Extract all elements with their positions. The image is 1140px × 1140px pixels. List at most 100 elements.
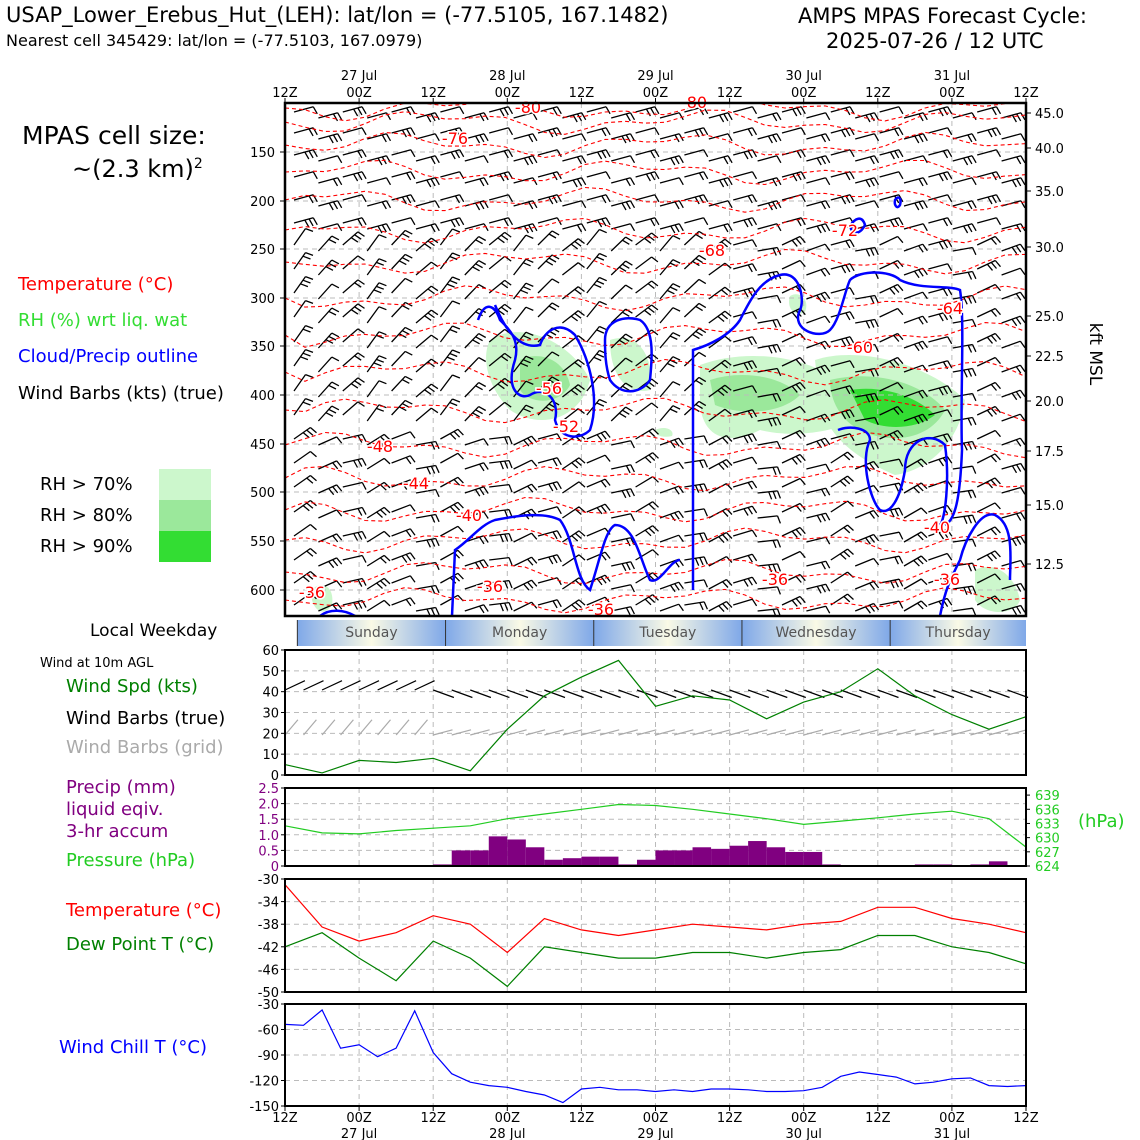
cloud-outline (319, 609, 356, 616)
wind-barb (903, 133, 928, 144)
wind-barb (537, 530, 562, 540)
wind-barb (464, 333, 487, 349)
panel-tick-label: -150 (249, 1100, 279, 1115)
wind-barb (415, 309, 439, 324)
wind-barb (415, 488, 440, 498)
wind-barb (611, 464, 635, 474)
wind-barb (903, 413, 928, 425)
wind-barb (513, 200, 538, 210)
wind-barb (928, 311, 953, 322)
wind-barb (391, 528, 416, 538)
rh-legend-80-label: RH > 80% (40, 505, 133, 526)
precip-bar (525, 847, 545, 866)
wind-barb (440, 171, 465, 180)
wind-barb (489, 194, 514, 203)
wind-barb (1025, 582, 1026, 583)
pressure-tick-label: 639 (1035, 789, 1060, 804)
wind-barb (537, 554, 562, 565)
pressure-tick-label: 450 (250, 438, 275, 453)
wind-barb (318, 200, 343, 211)
wind-barb (415, 223, 440, 233)
grid-wind-barb (618, 729, 638, 736)
wind-speed-panel: 0 10 20 30 40 50 60 (262, 644, 1029, 784)
wind-barb (708, 459, 733, 471)
wind-barb (1025, 292, 1026, 293)
forecast-title: AMPS MPAS Forecast Cycle: (798, 4, 1087, 28)
top-axis-tick-label: 12Z (420, 86, 446, 101)
cloud-outline (476, 304, 596, 438)
grid-wind-barb (914, 729, 935, 736)
wind-barb (1001, 582, 1026, 592)
wind-barb (683, 254, 707, 270)
wind-barb (489, 217, 514, 227)
wind-barb (733, 106, 758, 115)
grid-wind-barb (1007, 729, 1027, 736)
weekday-segment (890, 620, 1026, 646)
wind-barb (537, 217, 562, 226)
legend-rh: RH (%) wrt liq. wat (18, 310, 188, 331)
wind-barb (366, 234, 387, 252)
grid-wind-barb (358, 719, 373, 736)
wind-barb (757, 223, 782, 232)
wind-barb (318, 460, 343, 470)
wind-barb (733, 263, 758, 273)
true-wind-barb (432, 689, 455, 699)
wind-barb (464, 223, 489, 232)
wind-barb (415, 285, 439, 300)
temperature-contour (285, 358, 1026, 386)
wind-barb (293, 149, 318, 160)
grid-wind-barb (840, 729, 861, 736)
wind-barb (854, 533, 880, 545)
top-axis-date-label: 31 Jul (934, 69, 970, 84)
wind-barb (830, 548, 854, 561)
precip-bar (636, 859, 656, 866)
grid-wind-barb (970, 729, 990, 736)
wind-barb (610, 333, 633, 349)
wind-barb (757, 515, 782, 524)
wind-barb (489, 601, 513, 612)
wind-barb (489, 106, 514, 117)
grid-wind-barb (303, 719, 317, 736)
wind-barb (928, 217, 953, 227)
wind-barb (733, 217, 758, 228)
wind-barb (757, 294, 782, 304)
wind-barb (733, 127, 758, 137)
wind-barb (586, 127, 611, 137)
wind-barb (806, 487, 831, 497)
true-wind-barb (599, 689, 621, 699)
wind-barb (806, 267, 831, 277)
wind-barb (830, 385, 855, 395)
wind-barb (366, 282, 387, 300)
rh-legend-70-swatch (159, 469, 211, 500)
wind-barb (611, 513, 635, 522)
wind-barb (757, 367, 782, 377)
wind-barb (684, 194, 709, 205)
temperature-contour-label: -48 (367, 437, 393, 456)
wind-barb (562, 359, 585, 373)
wind-barb (415, 440, 440, 450)
wind-barb (513, 155, 538, 166)
wind-barb (635, 127, 660, 136)
weekday-segment (297, 620, 446, 646)
wind-barb (1001, 200, 1026, 209)
wind-barb (513, 579, 538, 591)
wind-barb (928, 597, 953, 609)
true-wind-barb (859, 689, 881, 699)
wind-barb (586, 478, 611, 488)
precip-label: Precip (mm) (66, 777, 176, 798)
wind-barb (537, 278, 560, 294)
wind-barb (806, 223, 831, 234)
wind-barb (879, 578, 904, 589)
rh-region (520, 356, 570, 401)
wind-barb (586, 430, 611, 442)
wind-barb (415, 383, 439, 398)
wind-barb (733, 194, 758, 204)
wind-chill-panel: -30 -60 -90 -120 -150 (249, 998, 1027, 1115)
wind-barb (879, 149, 904, 160)
wind-barb (562, 457, 586, 470)
wind-barb (635, 329, 659, 343)
wind-barb (342, 554, 367, 563)
wind-barb (586, 149, 611, 160)
wind-barb (952, 246, 977, 256)
true-wind-barb (414, 680, 435, 691)
